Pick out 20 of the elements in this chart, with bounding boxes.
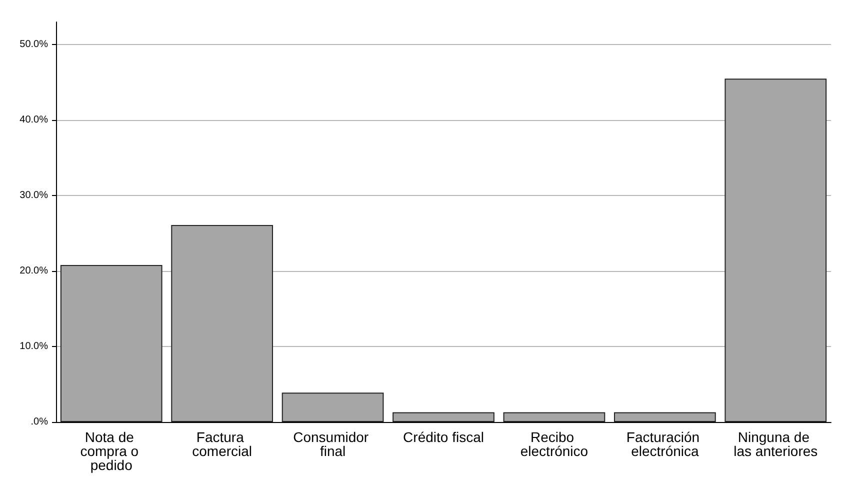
bar (392, 412, 494, 422)
x-tick-label: Nota de compra o pedido (80, 429, 142, 473)
bar (282, 392, 384, 422)
y-tick-label: 20.0% (20, 266, 48, 277)
y-tick-label: 10.0% (20, 341, 48, 352)
bar (60, 265, 162, 422)
bar (614, 412, 716, 422)
y-tick-label: 30.0% (20, 190, 48, 202)
x-tick-label: Factura comercial (192, 429, 252, 459)
bar (503, 412, 606, 422)
bar (171, 225, 273, 422)
x-tick-label: Recibo electrónico (520, 429, 588, 459)
bar (724, 78, 827, 422)
x-tick-label: Consumidor final (293, 429, 372, 459)
y-tick-label: .0% (30, 416, 48, 428)
x-tick-label: Facturación electrónica (626, 429, 704, 459)
x-tick-label: Crédito fiscal (403, 429, 484, 445)
y-tick-label: 50.0% (20, 39, 48, 50)
x-tick-label: Ninguna de las anteriores (734, 429, 818, 459)
y-tick-label: 40.0% (20, 114, 48, 126)
